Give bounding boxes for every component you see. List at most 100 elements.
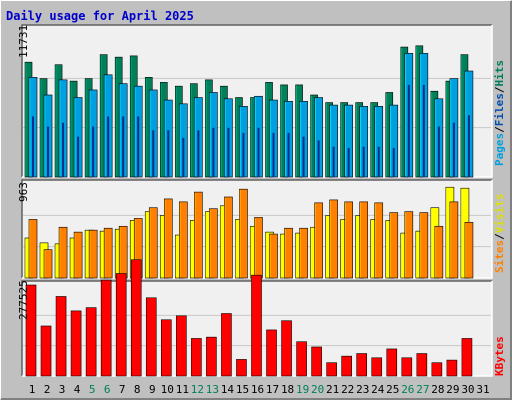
hits-legend: Pages/Files/Hits — [493, 60, 506, 166]
pages-bar — [422, 84, 425, 177]
sites-bar — [449, 201, 459, 279]
pages-bar — [452, 122, 455, 177]
x-tick-label: 14 — [221, 383, 235, 396]
kbytes-bar — [461, 338, 473, 377]
x-tick-label: 24 — [371, 383, 385, 396]
pages-bar — [242, 132, 245, 177]
sites-bar — [224, 196, 233, 279]
sites-bar — [404, 211, 414, 279]
x-tick-label: 15 — [236, 383, 249, 396]
pages-bar — [152, 130, 155, 177]
kbytes-bar — [326, 362, 337, 377]
x-tick-label: 1 — [29, 383, 36, 396]
kbytes-bar — [100, 279, 112, 377]
kbytes-bar — [296, 341, 307, 377]
chart-title: Daily usage for April 2025 — [6, 9, 194, 23]
kbytes-panel-bevel-dark — [21, 280, 492, 376]
pages-bar — [287, 132, 290, 177]
pages-bar — [272, 132, 275, 177]
sites-bar — [434, 225, 444, 279]
hits-panel-bevel-dark — [21, 24, 492, 177]
kbytes-bar — [55, 296, 67, 377]
x-tick-label: 6 — [104, 383, 111, 396]
pages-bar — [347, 147, 350, 177]
pages-bar — [392, 147, 395, 177]
pages-bar — [377, 146, 380, 177]
x-tick-label: 20 — [311, 383, 324, 396]
x-tick-label: 19 — [296, 383, 309, 396]
kbytes-bar — [191, 338, 202, 377]
kbytes-bar — [85, 307, 97, 377]
kbytes-bar — [40, 325, 52, 377]
sites-bar — [58, 226, 68, 279]
x-tick-label: 18 — [281, 383, 294, 396]
x-tick-label: 25 — [386, 383, 399, 396]
pages-bar — [332, 146, 335, 177]
kbytes-bar — [160, 319, 172, 377]
kbytes-bar — [221, 313, 232, 377]
sites-bar — [103, 227, 113, 279]
visits-legend: Sites/Visits — [493, 194, 506, 274]
sites-bar — [28, 219, 38, 279]
x-tick-label: 26 — [401, 383, 414, 396]
kbytes-legend: KBytes — [493, 336, 506, 376]
sites-bar — [73, 231, 83, 279]
kbytes-bar — [145, 297, 157, 377]
visits-ymax-label: 963 — [17, 182, 30, 202]
kbytes-bar — [70, 310, 82, 377]
x-tick-label: 12 — [191, 383, 204, 396]
kbytes-bar — [371, 357, 383, 377]
sites-bar — [284, 227, 293, 279]
kbytes-ymax-label: 277525 — [17, 280, 30, 320]
legend-hits: Hits — [493, 60, 506, 87]
pages-bar — [92, 126, 95, 177]
pages-bar — [107, 116, 110, 177]
sites-bar — [43, 249, 53, 279]
x-tick-label: 9 — [149, 383, 156, 396]
x-tick-label: 4 — [74, 383, 81, 396]
sites-bar — [269, 233, 278, 279]
sites-bar — [299, 227, 308, 279]
x-tick-label: 13 — [206, 383, 219, 396]
sites-bar — [314, 202, 323, 279]
sites-bar — [148, 207, 158, 279]
sites-bar — [239, 188, 248, 279]
legend-sep-2: / — [493, 86, 506, 93]
sites-bar — [179, 201, 188, 279]
legend-visits: Visits — [493, 194, 506, 234]
kbytes-bar — [416, 353, 428, 377]
pages-bar — [467, 115, 470, 177]
x-tick-label: 23 — [356, 383, 369, 396]
pages-bar — [167, 130, 170, 177]
kbytes-bar — [266, 329, 277, 377]
sites-bar — [464, 222, 474, 279]
pages-bar — [77, 136, 80, 177]
pages-bar — [437, 126, 440, 177]
pages-bar — [137, 116, 140, 177]
kbytes-bar — [206, 336, 217, 377]
x-tick-label: 21 — [326, 383, 339, 396]
kbytes-bar — [386, 348, 398, 377]
x-tick-label: 29 — [446, 383, 459, 396]
x-tick-label: 22 — [341, 383, 354, 396]
sites-bar — [419, 212, 429, 279]
pages-bar — [197, 130, 200, 177]
sites-bar — [344, 201, 353, 279]
sites-bar — [374, 202, 384, 279]
sites-bar — [359, 201, 369, 279]
bars — [24, 45, 474, 377]
legend-pages: Pages — [493, 133, 506, 166]
visits-panel-bevel-dark — [21, 179, 492, 278]
legend-sites: Sites — [493, 240, 506, 273]
pages-bar — [122, 116, 125, 177]
sites-bar — [389, 212, 399, 279]
kbytes-bar — [115, 273, 127, 377]
x-tick-label: 16 — [251, 383, 264, 396]
x-tick-label: 7 — [119, 383, 126, 396]
pages-bar — [302, 136, 305, 177]
x-tick-label: 3 — [59, 383, 66, 396]
pages-bar — [212, 127, 215, 177]
kbytes-bar — [356, 353, 368, 377]
